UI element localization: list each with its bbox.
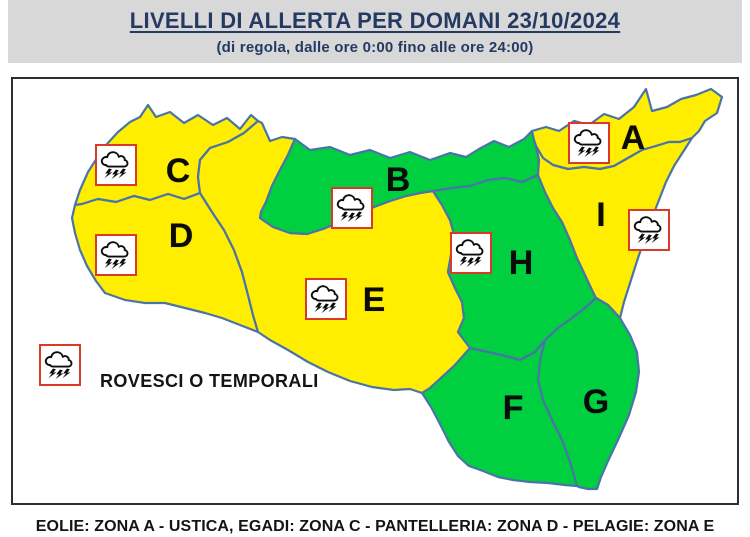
zone-label-i: I	[596, 196, 606, 234]
zone-label-f: F	[502, 389, 524, 427]
zone-label-d: D	[168, 217, 194, 255]
legend-storm-icon	[39, 344, 81, 386]
storm-icon	[95, 234, 137, 276]
zone-label-g: G	[582, 383, 610, 421]
zone-label-a: A	[620, 119, 646, 157]
zone-label-c: C	[165, 152, 191, 190]
zone-label-h: H	[508, 244, 534, 282]
storm-icon	[305, 278, 347, 320]
storm-icon	[95, 144, 137, 186]
storm-icon	[568, 122, 610, 164]
zone-label-e: E	[362, 281, 386, 319]
zone-label-b: B	[385, 161, 411, 199]
legend-label: ROVESCI O TEMPORALI	[100, 371, 319, 391]
page-subtitle: (di regola, dalle ore 0:00 fino alle ore…	[216, 38, 534, 56]
storm-icon	[628, 209, 670, 251]
header: LIVELLI DI ALLERTA PER DOMANI 23/10/2024…	[8, 0, 742, 63]
storm-icon	[331, 187, 373, 229]
page-title: LIVELLI DI ALLERTA PER DOMANI 23/10/2024	[129, 7, 621, 33]
storm-icon	[450, 232, 492, 274]
footer-note: EOLIE: ZONA A - USTICA, EGADI: ZONA C - …	[35, 518, 715, 535]
zone-f-shape	[420, 338, 579, 488]
